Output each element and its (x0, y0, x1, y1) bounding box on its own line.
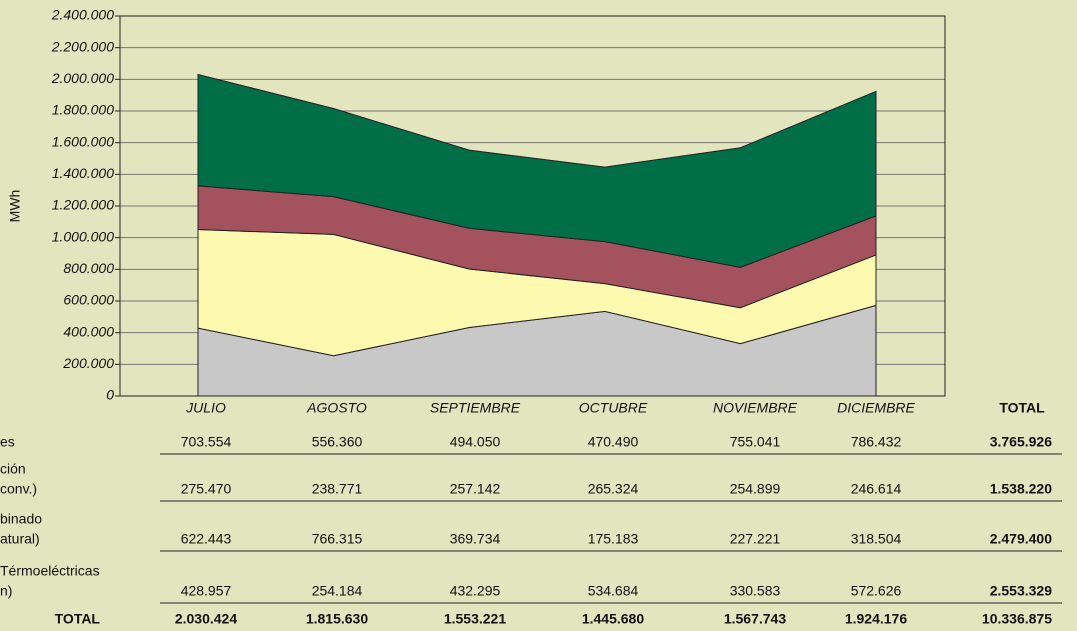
row-label: atural) (0, 531, 40, 547)
table-cell: 254.899 (730, 481, 781, 497)
row-total: 2.553.329 (990, 583, 1052, 599)
x-tick-label: AGOSTO (306, 400, 367, 416)
x-tick-label: OCTUBRE (579, 400, 648, 416)
y-tick-label: 0 (106, 387, 114, 403)
column-total: 1.553.221 (444, 611, 506, 627)
table-cell: 572.626 (851, 583, 902, 599)
table-cell: 786.432 (851, 434, 902, 450)
total-header: TOTAL (999, 400, 1045, 416)
table-cell: 534.684 (588, 583, 639, 599)
table-cell: 246.614 (851, 481, 902, 497)
y-tick-label: 2.200.000 (51, 38, 114, 54)
y-tick-label: 800.000 (63, 260, 114, 276)
table-cell: 275.470 (181, 481, 232, 497)
y-tick-label: 1.400.000 (52, 165, 114, 181)
y-tick-label: 2.000.000 (51, 70, 114, 86)
column-total: 1.924.176 (845, 611, 907, 627)
column-total: 1.567.743 (724, 611, 786, 627)
y-tick-label: 1.800.000 (52, 102, 114, 118)
row-label: n) (0, 583, 12, 599)
table-cell: 432.295 (450, 583, 501, 599)
table-cell: 238.771 (312, 481, 363, 497)
table-cell: 556.360 (312, 434, 363, 450)
table-cell: 470.490 (588, 434, 639, 450)
table-cell: 175.183 (588, 531, 639, 547)
y-tick-label: 1.000.000 (52, 228, 114, 244)
y-tick-label: 2.400.000 (51, 7, 114, 23)
column-total: 2.030.424 (175, 611, 237, 627)
grand-total: 10.336.875 (982, 611, 1052, 627)
x-tick-label: DICIEMBRE (837, 400, 915, 416)
column-total: 1.445.680 (582, 611, 644, 627)
x-tick-label: JULIO (185, 400, 226, 416)
table-cell: 428.957 (181, 583, 232, 599)
table-cell: 265.324 (588, 481, 639, 497)
row-label: ción (0, 461, 26, 477)
table-cell: 254.184 (312, 583, 363, 599)
row-label: conv.) (0, 481, 37, 497)
table-cell: 622.443 (181, 531, 232, 547)
y-axis-label: MWh (7, 190, 23, 223)
table-cell: 369.734 (450, 531, 501, 547)
total-row-label: TOTAL (55, 611, 101, 627)
row-label: binado (0, 511, 42, 527)
y-tick-label: 400.000 (63, 323, 114, 339)
table-cell: 330.583 (730, 583, 781, 599)
plot-frame (119, 15, 946, 397)
table-cell: 755.041 (730, 434, 781, 450)
table-cell: 257.142 (450, 481, 501, 497)
table-cell: 227.221 (730, 531, 781, 547)
y-tick-label: 1.600.000 (52, 133, 114, 149)
y-tick-label: 200.000 (62, 355, 114, 371)
table-cell: 703.554 (181, 434, 232, 450)
column-total: 1.815.630 (306, 611, 368, 627)
row-label: es (0, 434, 15, 450)
x-tick-label: NOVIEMBRE (713, 400, 798, 416)
table-cell: 494.050 (450, 434, 501, 450)
row-total: 1.538.220 (990, 481, 1052, 497)
row-total: 3.765.926 (990, 434, 1052, 450)
table-cell: 766.315 (312, 531, 363, 547)
y-tick-label: 1.200.000 (52, 197, 114, 213)
x-tick-label: SEPTIEMBRE (430, 400, 521, 416)
row-total: 2.479.400 (990, 531, 1052, 547)
row-label: Térmoeléctricas (0, 563, 100, 579)
area (197, 73, 877, 268)
table-cell: 318.504 (851, 531, 902, 547)
y-tick-label: 600.000 (63, 292, 114, 308)
